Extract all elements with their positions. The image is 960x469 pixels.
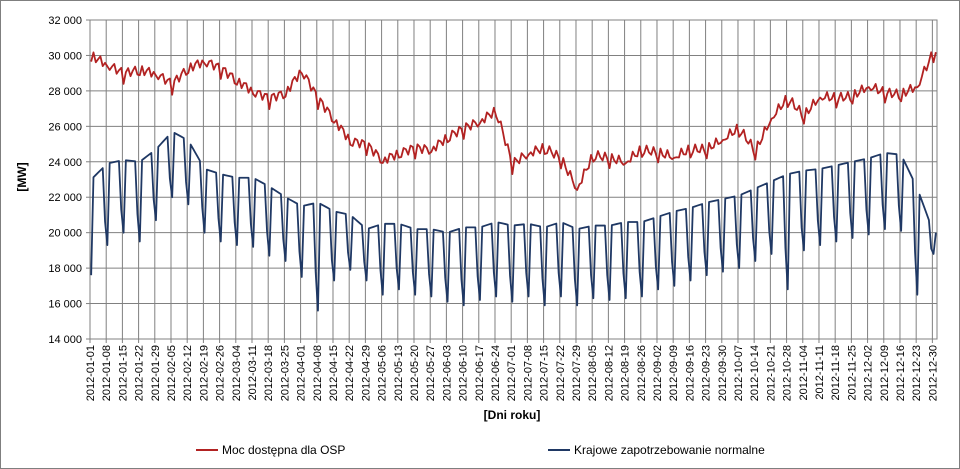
x-tick-label: 2012-04-22 [344,345,356,401]
legend-label-zapotrzebowanie: Krajowe zapotrzebowanie normalne [574,443,765,457]
y-axis-title: [MW] [15,162,29,191]
x-tick-label: 2012-03-18 [263,345,275,401]
x-tick-label: 2012-07-22 [555,345,567,401]
x-axis-title: [Dni roku] [484,408,541,422]
x-tick-label: 2012-01-15 [117,345,129,401]
x-tick-label: 2012-02-12 [182,345,194,401]
legend-label-moc: Moc dostępna dla OSP [222,443,345,457]
x-tick-label: 2012-07-08 [522,345,534,401]
x-tick-label: 2012-09-23 [701,345,713,401]
y-tick-label: 26 000 [48,121,82,133]
y-tick-label: 32 000 [48,15,82,27]
x-tick-label: 2012-01-22 [134,345,146,401]
x-tick-label: 2012-06-24 [490,345,502,401]
x-tick-label: 2012-05-13 [393,345,405,401]
x-tick-label: 2012-10-28 [782,345,794,401]
series-line-moc-dostepna [90,51,937,191]
x-tick-label: 2012-04-08 [312,345,324,401]
x-tick-label: 2012-10-21 [765,345,777,401]
y-axis-ticks: 14 000 16 000 18 000 20 000 22 000 24 000 26 0… [48,15,90,346]
y-tick-label: 24 000 [48,157,82,169]
x-tick-label: 2012-08-12 [603,345,615,401]
x-tick-label: 2012-07-01 [506,345,518,401]
x-tick-label: 2012-05-06 [377,345,389,401]
x-tick-label: 2012-04-15 [328,345,340,401]
x-tick-label: 2012-11-25 [846,345,858,400]
x-tick-label: 2012-11-18 [830,345,842,400]
legend: Moc dostępna dla OSP Krajowe zapotrzebow… [196,443,765,457]
x-tick-label: 2012-12-16 [895,345,907,401]
y-tick-label: 14 000 [48,334,82,346]
x-tick-label: 2012-02-05 [166,345,178,401]
x-tick-label: 2012-01-29 [150,345,162,401]
series-line-zapotrzebowanie [90,132,937,312]
x-tick-label: 2012-12-02 [863,345,875,401]
x-tick-label: 2012-12-09 [879,345,891,401]
y-tick-label: 22 000 [48,192,82,204]
y-tick-label: 16 000 [48,299,82,311]
x-tick-label: 2012-09-30 [717,345,729,401]
x-tick-label: 2012-12-30 [927,345,939,401]
x-tick-label: 2012-09-09 [668,345,680,401]
x-tick-label: 2012-04-01 [296,345,308,401]
x-tick-label: 2012-05-27 [425,345,437,401]
y-tick-label: 30 000 [48,50,82,62]
y-tick-label: 20 000 [48,228,82,240]
x-tick-label: 2012-07-15 [539,345,551,401]
x-tick-label: 2012-05-20 [409,345,421,401]
x-tick-label: 2012-11-04 [798,345,810,400]
x-tick-label: 2012-08-26 [636,345,648,401]
series-layer [90,51,937,312]
y-tick-label: 18 000 [48,263,82,275]
x-tick-label: 2012-06-17 [474,345,486,401]
x-tick-label: 2012-10-07 [733,345,745,401]
x-tick-label: 2012-08-19 [620,345,632,401]
x-tick-label: 2012-02-19 [198,345,210,401]
x-tick-label: 2012-09-02 [652,345,664,401]
x-tick-label: 2012-01-08 [101,345,113,401]
x-tick-label: 2012-06-10 [458,345,470,401]
x-tick-label: 2012-03-11 [247,345,259,400]
x-tick-label: 2012-07-29 [571,345,583,401]
x-tick-label: 2012-06-03 [441,345,453,401]
x-tick-label: 2012-02-26 [215,345,227,401]
x-tick-label: 2012-12-23 [911,345,923,401]
y-tick-label: 28 000 [48,86,82,98]
x-tick-label: 2012-03-25 [279,345,291,401]
x-tick-label: 2012-03-04 [231,345,243,401]
x-axis-ticks: 2012-01-01 2012-01-08 2012-01-15 2012-01-22… [85,339,939,401]
x-tick-label: 2012-09-16 [684,345,696,401]
x-tick-label: 2012-11-11 [814,345,826,400]
x-tick-label: 2012-04-29 [360,345,372,401]
x-tick-label: 2012-01-01 [85,345,97,401]
x-tick-label: 2012-10-14 [749,345,761,401]
x-tick-label: 2012-08-05 [587,345,599,401]
